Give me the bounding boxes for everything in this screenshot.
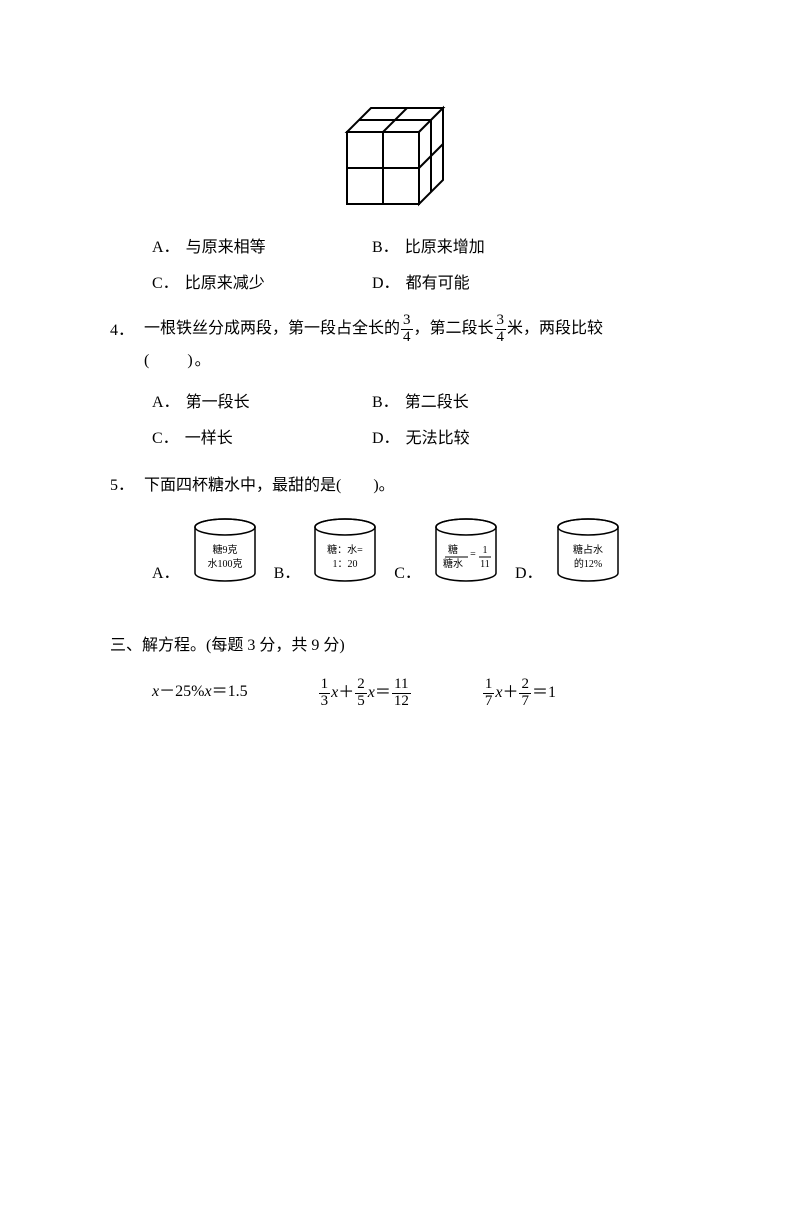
q4-options-row2: C． 一样长 D． 无法比较 bbox=[152, 424, 683, 448]
option-text: 第二段长 bbox=[405, 388, 469, 412]
svg-text:糖9克: 糖9克 bbox=[212, 543, 237, 556]
svg-text:1: 1 bbox=[482, 545, 487, 556]
q5-option-a[interactable]: A． 糖9克 水100克 bbox=[152, 517, 264, 585]
option-text: 比原来减少 bbox=[185, 269, 265, 293]
q5-option-d[interactable]: D． 糖占水 的12% bbox=[515, 517, 627, 585]
option-text: 比原来增加 bbox=[405, 233, 485, 257]
q4-options-row1: A． 第一段长 B． 第二段长 bbox=[152, 388, 683, 412]
equation-1: x－25%x＝1.5 bbox=[152, 677, 248, 710]
svg-text:糖: 糖 bbox=[448, 543, 458, 556]
cube-figure bbox=[110, 100, 683, 215]
section3-heading: 三、解方程。(每题 3 分，共 9 分) bbox=[110, 631, 683, 655]
q4-option-a[interactable]: A． 第一段长 bbox=[152, 388, 372, 412]
cup-icon: 糖：水= 1：20 bbox=[306, 517, 384, 585]
fraction: 34 bbox=[495, 313, 507, 346]
fraction: 34 bbox=[401, 313, 413, 346]
option-label: B． bbox=[372, 233, 399, 257]
option-text: 一样长 bbox=[185, 424, 233, 448]
option-text: 与原来相等 bbox=[186, 233, 266, 257]
answer-blank[interactable]: ( )。 bbox=[144, 346, 683, 376]
option-label: A． bbox=[152, 388, 180, 412]
svg-text:=: = bbox=[470, 549, 476, 560]
q4-option-b[interactable]: B． 第二段长 bbox=[372, 388, 592, 412]
option-text: 无法比较 bbox=[406, 424, 470, 448]
question-number: 4． bbox=[110, 313, 144, 376]
svg-text:糖水: 糖水 bbox=[443, 557, 463, 570]
q5-options: A． 糖9克 水100克 B． 糖：水= 1：20 C． bbox=[152, 517, 683, 585]
svg-text:糖占水: 糖占水 bbox=[573, 543, 603, 556]
question-number: 5． bbox=[110, 468, 144, 503]
option-label: B． bbox=[274, 559, 301, 583]
option-label: A． bbox=[152, 559, 180, 583]
svg-text:的12%: 的12% bbox=[573, 557, 601, 570]
equation-row: x－25%x＝1.5 13x＋25x＝1112 17x＋27＝1 bbox=[152, 677, 683, 710]
stem-text: 米，两段比较 bbox=[507, 320, 603, 337]
q3-option-b[interactable]: B． 比原来增加 bbox=[372, 233, 592, 257]
q3-option-a[interactable]: A． 与原来相等 bbox=[152, 233, 372, 257]
option-text: 第一段长 bbox=[186, 388, 250, 412]
equation-3: 17x＋27＝1 bbox=[482, 677, 556, 710]
q4-stem: 4． 一根铁丝分成两段，第一段占全长的34，第二段长34米，两段比较 ( )。 bbox=[110, 313, 683, 376]
q4-option-c[interactable]: C． 一样长 bbox=[152, 424, 372, 448]
cup-icon: 糖占水 的12% bbox=[549, 517, 627, 585]
cup-icon: 糖 = 糖水 1 11 bbox=[427, 517, 505, 585]
svg-text:糖：水=: 糖：水= bbox=[327, 543, 363, 556]
option-label: D． bbox=[515, 559, 543, 583]
equation-2: 13x＋25x＝1112 bbox=[318, 677, 412, 710]
q4-option-d[interactable]: D． 无法比较 bbox=[372, 424, 592, 448]
svg-text:水100克: 水100克 bbox=[207, 558, 242, 570]
svg-text:1：20: 1：20 bbox=[333, 559, 358, 570]
q3-option-c[interactable]: C． 比原来减少 bbox=[152, 269, 372, 293]
q5-option-c[interactable]: C． 糖 = 糖水 1 11 bbox=[394, 517, 505, 585]
question-body: 下面四杯糖水中，最甜的是( )。 bbox=[144, 468, 683, 503]
option-label: A． bbox=[152, 233, 180, 257]
option-label: C． bbox=[152, 424, 179, 448]
q5-stem: 5． 下面四杯糖水中，最甜的是( )。 bbox=[110, 468, 683, 503]
option-label: D． bbox=[372, 269, 400, 293]
stem-text: 一根铁丝分成两段，第一段占全长的 bbox=[144, 320, 400, 337]
q3-options-row2: C． 比原来减少 D． 都有可能 bbox=[152, 269, 683, 293]
cup-icon: 糖9克 水100克 bbox=[186, 517, 264, 585]
q3-option-d[interactable]: D． 都有可能 bbox=[372, 269, 592, 293]
cube-icon bbox=[337, 100, 457, 210]
q5-option-b[interactable]: B． 糖：水= 1：20 bbox=[274, 517, 385, 585]
q3-options-row1: A． 与原来相等 B． 比原来增加 bbox=[152, 233, 683, 257]
svg-text:11: 11 bbox=[480, 559, 490, 570]
option-label: B． bbox=[372, 388, 399, 412]
option-label: C． bbox=[152, 269, 179, 293]
stem-text: ，第二段长 bbox=[414, 320, 494, 337]
option-label: D． bbox=[372, 424, 400, 448]
option-text: 都有可能 bbox=[406, 269, 470, 293]
question-body: 一根铁丝分成两段，第一段占全长的34，第二段长34米，两段比较 ( )。 bbox=[144, 313, 683, 376]
option-label: C． bbox=[394, 559, 421, 583]
